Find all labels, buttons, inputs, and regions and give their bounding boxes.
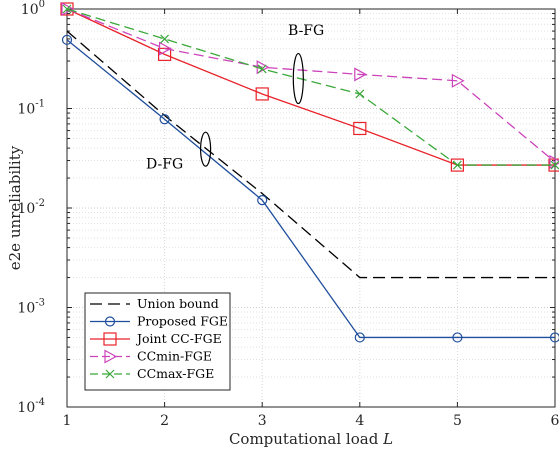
legend-item: Union bound (90, 296, 219, 311)
legend-label: Joint CC-FGE (135, 331, 222, 346)
data-point (452, 160, 462, 170)
data-point (550, 160, 559, 170)
annotation-d-fg-ellipse (199, 131, 212, 167)
data-point (160, 34, 170, 44)
data-point (61, 34, 73, 45)
series-line (66, 39, 555, 339)
y-tick-label: 10-4 (17, 397, 45, 416)
data-point (549, 332, 559, 343)
legend-marker (104, 349, 118, 364)
x-tick-label: 2 (160, 413, 169, 429)
legend-marker (105, 369, 115, 379)
series-layer (60, 1, 559, 343)
legend-label: CCmin-FGE (137, 349, 212, 364)
series-ccmax-fge (62, 4, 559, 170)
legend-label: Proposed FGE (137, 314, 228, 329)
annotation-layer: B-FG D-FG (146, 23, 324, 173)
data-point (353, 121, 367, 136)
legend-item: CCmax-FGE (90, 366, 214, 381)
legend-label: CCmax-FGE (137, 366, 214, 381)
legend-items: Union bound Proposed FGE Joint CC-FGE CCmin… (90, 296, 228, 381)
data-point (61, 1, 75, 17)
y-tick-label: 10-1 (17, 99, 45, 118)
data-point (451, 73, 465, 88)
legend: Union bound Proposed FGE Joint CC-FGE CCmin… (84, 292, 231, 391)
y-axis-label: e2e unreliability (6, 145, 24, 270)
x-axis-label: Computational load L (229, 430, 393, 448)
data-point (450, 158, 464, 172)
data-point (159, 41, 172, 56)
axis-ticks: 1 2 3 4 5 6 10-4 10-3 10-2 10-1 100 (17, 0, 559, 429)
series-proposed-fge (61, 34, 559, 343)
data-point (257, 64, 267, 74)
series-line (66, 8, 555, 166)
legend-marker (103, 332, 117, 346)
x-tick-label: 1 (63, 413, 72, 429)
x-tick-label: 6 (551, 413, 559, 429)
data-point (452, 332, 463, 343)
data-point (255, 87, 269, 101)
x-tick-label: 4 (355, 413, 364, 429)
y-tick-label: 10-3 (17, 298, 45, 317)
series-line (66, 30, 555, 279)
grid (67, 9, 555, 407)
series-union-bound (66, 30, 555, 279)
data-point (354, 332, 365, 343)
annotation-b-fg-ellipse (292, 52, 304, 105)
x-tick-label: 3 (258, 413, 267, 429)
y-tick-label: 10-2 (17, 198, 45, 217)
series-line (66, 8, 556, 163)
y-tick-label: 100 (21, 0, 45, 18)
data-point (355, 89, 365, 99)
data-point (257, 195, 268, 206)
annotation-d-fg: D-FG (146, 156, 183, 172)
x-tick-label: 5 (453, 413, 462, 429)
data-point (62, 4, 72, 14)
legend-marker (104, 316, 116, 327)
legend-label: Union bound (137, 296, 219, 311)
data-point (159, 114, 170, 125)
legend-item: Joint CC-FGE (90, 331, 222, 346)
data-point (354, 67, 368, 82)
annotation-b-fg: B-FG (288, 23, 324, 39)
legend-item: CCmin-FGE (90, 349, 212, 364)
legend-item: Proposed FGE (90, 314, 228, 329)
